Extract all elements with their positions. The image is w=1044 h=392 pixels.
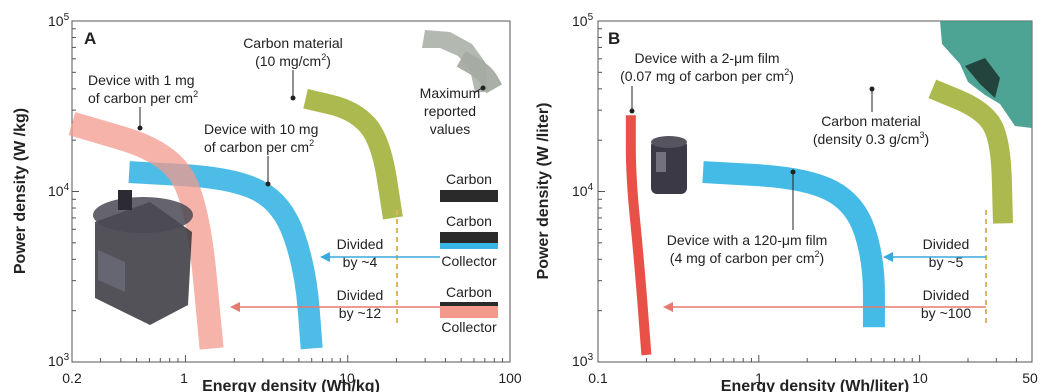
- panel-b-y-tick-label: 103: [572, 352, 594, 369]
- annotation-leader-dot: [869, 86, 875, 92]
- annotation-leader-dot: [480, 85, 486, 91]
- panel-a-x-tick-label: 0.2: [62, 370, 82, 386]
- series-band-device-10mg: [128, 161, 323, 350]
- annotation-divided-12: Divided: [337, 287, 384, 303]
- annotation-carbon-material-b: (density 0.3 g/cm3): [813, 130, 929, 147]
- supercapacitor-device-illustration: [93, 190, 193, 325]
- annotation-max-reported: reported: [424, 103, 476, 119]
- panel-b-x-tick-label: 10: [912, 370, 928, 386]
- legend-label-carbon: Carbon: [446, 284, 492, 300]
- annotation-carbon-material-b: Carbon material: [821, 113, 921, 129]
- panel-b-x-axis-label: Energy density (Wh/liter): [721, 378, 909, 392]
- annotation-device-1mg: of carbon per cm2: [88, 89, 198, 106]
- annotation-divided-4: Divided: [337, 236, 384, 252]
- panel-b-x-tick-label: 50: [1022, 370, 1038, 386]
- annotation-device-10mg: of carbon per cm2: [204, 138, 314, 155]
- annotation-divided-4: by ~4: [343, 254, 378, 270]
- panel-a-x-tick-label: 100: [498, 370, 522, 386]
- panel-a-x-tick-label: 1: [180, 370, 188, 386]
- legend-label-carbon: Carbon: [446, 171, 492, 187]
- annotation-leader-dot: [790, 169, 796, 175]
- legend-label-collector: Collector: [441, 319, 497, 335]
- annotation-divided-5: Divided: [923, 236, 970, 252]
- annotation-leader-dot: [265, 181, 271, 187]
- panel-a-ticks: [71, 28, 504, 363]
- panel-a-x-axis-label: Energy density (Wh/kg): [202, 378, 380, 392]
- panel-b-y-axis-label: Power density (W /liter): [535, 103, 552, 280]
- panel-a-x-tick-label: 10: [339, 370, 355, 386]
- annotation-leader-dot: [629, 108, 635, 114]
- panel-b-label: B: [608, 29, 620, 48]
- annotation-device-120um: (4 mg of carbon per cm2): [670, 249, 824, 266]
- panel-a-y-axis-label: Power density (W /kg): [12, 108, 29, 274]
- panel-a-y-tick-label: 103: [48, 352, 70, 369]
- legend-collector-swatch: [440, 306, 498, 318]
- annotation-carbon-material: (10 mg/cm2): [255, 52, 331, 69]
- annotation-carbon-material: Carbon material: [243, 35, 343, 51]
- panel-a-y-tick-label: 105: [48, 12, 70, 29]
- annotation-divided-12: by ~12: [339, 305, 382, 321]
- annotation-leader-dot: [137, 125, 143, 131]
- panel-b-ticks: [597, 28, 1033, 363]
- panel-a-annotations: Carbon material (10 mg/cm2) Device with …: [88, 35, 497, 335]
- series-band-carbon-material: [303, 88, 403, 220]
- panel-a-layer-legend: [440, 190, 498, 318]
- series-band-device-1mg: [68, 112, 224, 350]
- panel-b-x-tick-label: 1: [755, 370, 763, 386]
- annotation-device-2um: Device with a 2-μm film: [635, 50, 780, 66]
- panel-a-y-tick-label: 104: [48, 182, 70, 199]
- small-device-illustration: [651, 136, 687, 194]
- legend-carbon-swatch: [440, 232, 498, 243]
- annotation-device-120um: Device with a 120-μm film: [667, 232, 828, 248]
- panel-a-label: A: [84, 29, 96, 48]
- annotation-device-1mg: Device with 1 mg: [88, 72, 195, 88]
- annotation-divided-5: by ~5: [929, 254, 964, 270]
- panel-b-y-tick-label: 104: [572, 182, 594, 199]
- series-band-device-120um: [702, 161, 885, 328]
- panel-b: B 0.1 1 10 50 103 104 105 Energy density…: [535, 12, 1038, 392]
- panel-a: A 0.2 1 10 100 103 104 105 Energy densit…: [12, 12, 522, 392]
- legend-label-collector: Collector: [441, 253, 497, 269]
- panel-b-series: [625, 79, 1013, 356]
- annotation-max-reported: Maximum: [420, 85, 481, 101]
- max-reported-values-band: [422, 30, 488, 92]
- legend-carbon-swatch: [440, 190, 498, 202]
- panel-b-annotations: Device with a 2-μm film (0.07 mg of carb…: [620, 50, 971, 321]
- annotation-leader-dot: [290, 95, 296, 101]
- panel-b-x-tick-label: 0.1: [588, 370, 608, 386]
- annotation-max-reported: values: [430, 121, 470, 137]
- annotation-divided-100: Divided: [923, 287, 970, 303]
- annotation-device-10mg: Device with 10 mg: [204, 121, 318, 137]
- legend-label-carbon: Carbon: [446, 213, 492, 229]
- glove-hand-illustration: [940, 21, 1032, 128]
- annotation-divided-100: by ~100: [921, 305, 971, 321]
- series-band-carbon-material: [928, 79, 1013, 224]
- panel-b-y-tick-label: 105: [572, 12, 594, 29]
- legend-collector-swatch: [440, 243, 498, 249]
- legend-carbon-swatch: [440, 302, 498, 306]
- series-band-device-2um: [625, 115, 652, 356]
- annotation-device-2um: (0.07 mg of carbon per cm2): [620, 67, 794, 84]
